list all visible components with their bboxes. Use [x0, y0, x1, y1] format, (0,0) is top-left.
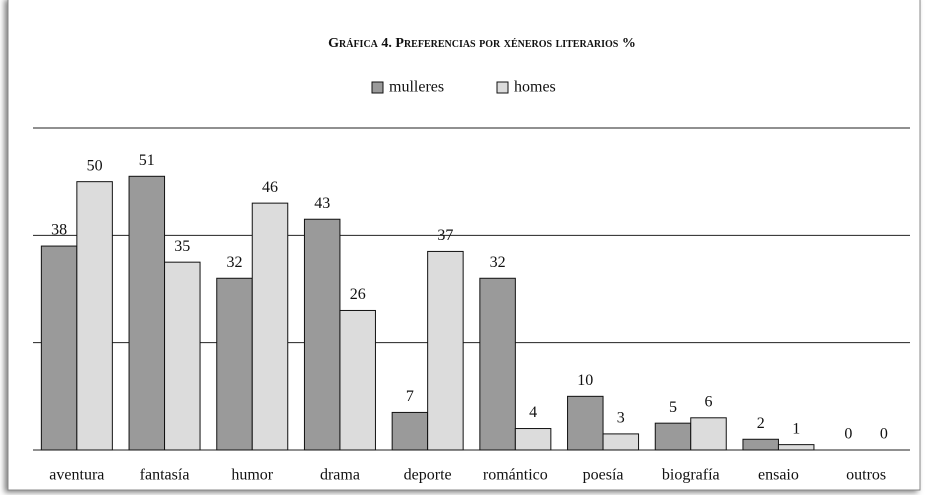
x-tick-label: humor — [231, 467, 273, 484]
value-label: 7 — [406, 388, 414, 405]
legend-swatch — [496, 81, 509, 94]
bar — [216, 277, 253, 451]
value-label: 2 — [757, 415, 765, 432]
value-label: 5 — [669, 399, 677, 416]
value-label: 4 — [529, 404, 537, 421]
x-tick-label: fantasía — [140, 467, 190, 484]
value-label: 3 — [617, 410, 625, 427]
value-label: 46 — [262, 179, 278, 196]
x-tick-label: deporte — [404, 467, 452, 484]
legend-label: homes — [514, 79, 556, 96]
x-tick-label: ensaio — [758, 467, 799, 484]
value-label: 38 — [51, 222, 67, 239]
x-tick-label: romántico — [483, 467, 548, 484]
value-label: 32 — [227, 254, 243, 271]
bar — [391, 411, 429, 451]
bar — [654, 422, 692, 451]
value-label: 1 — [792, 420, 800, 437]
chart-title: Gráfica 4. Preferencias por xéneros lite… — [328, 36, 636, 51]
value-label: 51 — [139, 152, 155, 169]
value-label: 43 — [314, 195, 330, 212]
value-label: 0 — [844, 426, 852, 443]
x-tick-label: outros — [846, 467, 886, 484]
bar — [777, 444, 815, 451]
value-label: 10 — [577, 372, 593, 389]
x-tick-label: biografía — [662, 467, 720, 484]
value-label: 32 — [490, 254, 506, 271]
bar — [742, 438, 779, 451]
x-tick-label: drama — [320, 467, 360, 484]
bar — [76, 181, 113, 451]
bar — [690, 417, 727, 451]
bar — [128, 175, 166, 451]
bar — [164, 261, 201, 451]
value-label: 50 — [87, 157, 103, 174]
value-label: 37 — [437, 227, 453, 244]
value-label: 6 — [705, 393, 713, 410]
bar — [479, 277, 516, 451]
bar — [514, 428, 552, 451]
legend-swatch — [371, 81, 384, 94]
bar — [427, 250, 464, 451]
value-label: 26 — [350, 286, 366, 303]
bar — [339, 309, 376, 451]
value-label: 0 — [880, 426, 888, 443]
bar — [567, 395, 604, 451]
x-tick-label: aventura — [49, 467, 104, 484]
bar — [602, 433, 640, 451]
legend-label: mulleres — [389, 79, 444, 96]
bar — [40, 245, 78, 451]
x-tick-label: poesía — [583, 467, 624, 484]
bar — [251, 202, 289, 451]
value-label: 35 — [174, 238, 190, 255]
bar — [303, 218, 341, 451]
